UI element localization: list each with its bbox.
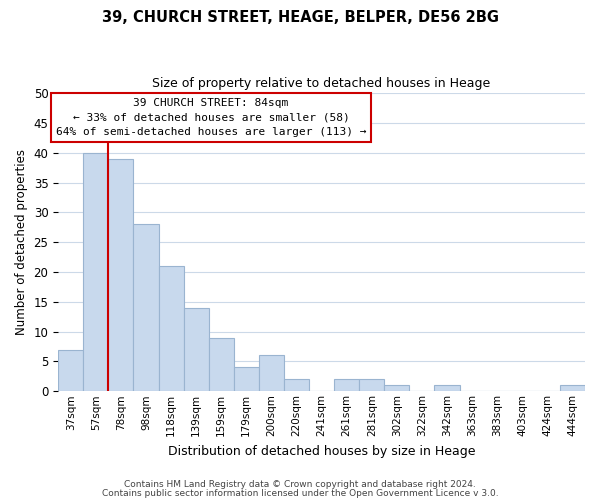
- Bar: [109, 158, 133, 392]
- X-axis label: Distribution of detached houses by size in Heage: Distribution of detached houses by size …: [168, 444, 475, 458]
- Text: Contains HM Land Registry data © Crown copyright and database right 2024.: Contains HM Land Registry data © Crown c…: [124, 480, 476, 489]
- Bar: [560, 386, 585, 392]
- Bar: [234, 368, 259, 392]
- Title: Size of property relative to detached houses in Heage: Size of property relative to detached ho…: [152, 78, 491, 90]
- Bar: [434, 386, 460, 392]
- Bar: [384, 386, 409, 392]
- Bar: [58, 350, 83, 392]
- Bar: [209, 338, 234, 392]
- Bar: [334, 380, 359, 392]
- Text: 39 CHURCH STREET: 84sqm
← 33% of detached houses are smaller (58)
64% of semi-de: 39 CHURCH STREET: 84sqm ← 33% of detache…: [56, 98, 366, 137]
- Bar: [158, 266, 184, 392]
- Y-axis label: Number of detached properties: Number of detached properties: [15, 149, 28, 335]
- Bar: [133, 224, 158, 392]
- Text: Contains public sector information licensed under the Open Government Licence v : Contains public sector information licen…: [101, 489, 499, 498]
- Bar: [259, 356, 284, 392]
- Bar: [284, 380, 309, 392]
- Bar: [184, 308, 209, 392]
- Text: 39, CHURCH STREET, HEAGE, BELPER, DE56 2BG: 39, CHURCH STREET, HEAGE, BELPER, DE56 2…: [101, 10, 499, 25]
- Bar: [83, 152, 109, 392]
- Bar: [359, 380, 384, 392]
